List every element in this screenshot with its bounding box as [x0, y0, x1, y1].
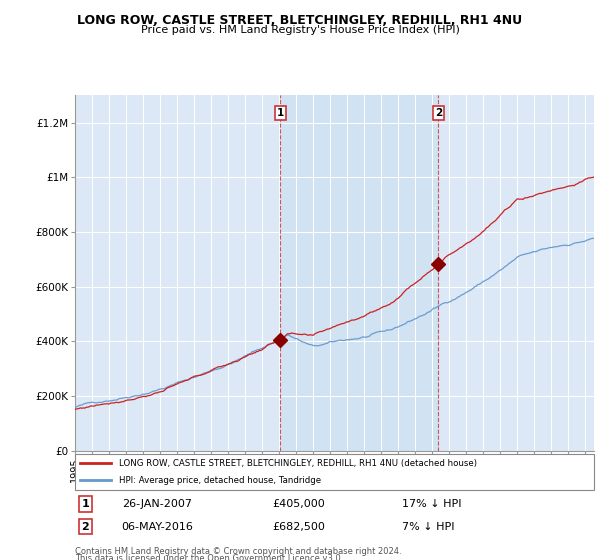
Text: £405,000: £405,000	[272, 499, 325, 509]
Text: Contains HM Land Registry data © Crown copyright and database right 2024.: Contains HM Land Registry data © Crown c…	[75, 547, 401, 556]
Text: LONG ROW, CASTLE STREET, BLETCHINGLEY, REDHILL, RH1 4NU (detached house): LONG ROW, CASTLE STREET, BLETCHINGLEY, R…	[119, 459, 477, 468]
Text: HPI: Average price, detached house, Tandridge: HPI: Average price, detached house, Tand…	[119, 475, 321, 484]
Text: £682,500: £682,500	[272, 522, 325, 531]
Text: 06-MAY-2016: 06-MAY-2016	[122, 522, 194, 531]
Text: 2: 2	[82, 522, 89, 531]
Text: 17% ↓ HPI: 17% ↓ HPI	[402, 499, 461, 509]
Bar	[280, 95, 439, 451]
Text: 1: 1	[277, 108, 284, 118]
Text: 2: 2	[435, 108, 442, 118]
FancyBboxPatch shape	[75, 454, 594, 490]
Text: 26-JAN-2007: 26-JAN-2007	[122, 499, 192, 509]
Text: 1: 1	[82, 499, 89, 509]
Text: 7% ↓ HPI: 7% ↓ HPI	[402, 522, 454, 531]
Text: Price paid vs. HM Land Registry's House Price Index (HPI): Price paid vs. HM Land Registry's House …	[140, 25, 460, 35]
Text: LONG ROW, CASTLE STREET, BLETCHINGLEY, REDHILL, RH1 4NU: LONG ROW, CASTLE STREET, BLETCHINGLEY, R…	[77, 14, 523, 27]
Text: This data is licensed under the Open Government Licence v3.0.: This data is licensed under the Open Gov…	[75, 554, 343, 560]
